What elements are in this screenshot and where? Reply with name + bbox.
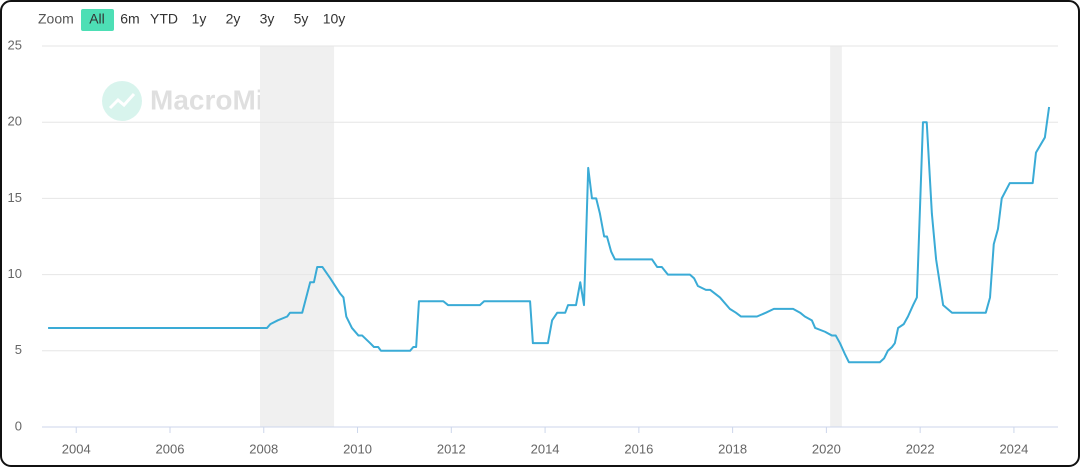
y-tick-label: 20 [8, 114, 22, 129]
watermark-logo [102, 81, 142, 121]
line [48, 106, 1051, 364]
x-tick-label: 2018 [718, 441, 747, 456]
zoom-button[interactable]: 6m [120, 11, 139, 27]
watermark-logo-mark [108, 92, 136, 110]
x-tick-label: 2014 [531, 441, 560, 456]
recession-band [260, 46, 335, 427]
zoom-button[interactable]: All [89, 11, 105, 27]
zoom-button[interactable]: YTD [150, 11, 178, 27]
zoom-button[interactable]: 5y [294, 11, 309, 27]
x-tick-label: 2010 [343, 441, 372, 456]
zoom-label: Zoom [38, 11, 74, 27]
zoom-button-selected[interactable] [81, 9, 114, 31]
y-tick-label: 5 [15, 342, 22, 357]
x-tick-label: 2022 [906, 441, 935, 456]
x-tick-label: 2008 [249, 441, 278, 456]
x-tick-label: 2012 [437, 441, 466, 456]
zoom-button[interactable]: 1y [192, 11, 207, 27]
y-tick-label: 0 [15, 418, 22, 433]
recession-band [830, 46, 842, 427]
x-tick-label: 2006 [156, 441, 185, 456]
x-tick-label: 2024 [999, 441, 1028, 456]
zoom-button[interactable]: 2y [226, 11, 241, 27]
zoom-button[interactable]: 3y [260, 11, 275, 27]
y-tick-label: 25 [8, 37, 22, 52]
y-tick-label: 15 [8, 190, 22, 205]
x-tick-label: 2004 [62, 441, 91, 456]
zoom-button[interactable]: 10y [323, 11, 346, 27]
x-tick-label: 2020 [812, 441, 841, 456]
y-tick-label: 10 [8, 266, 22, 281]
x-tick-label: 2016 [624, 441, 653, 456]
